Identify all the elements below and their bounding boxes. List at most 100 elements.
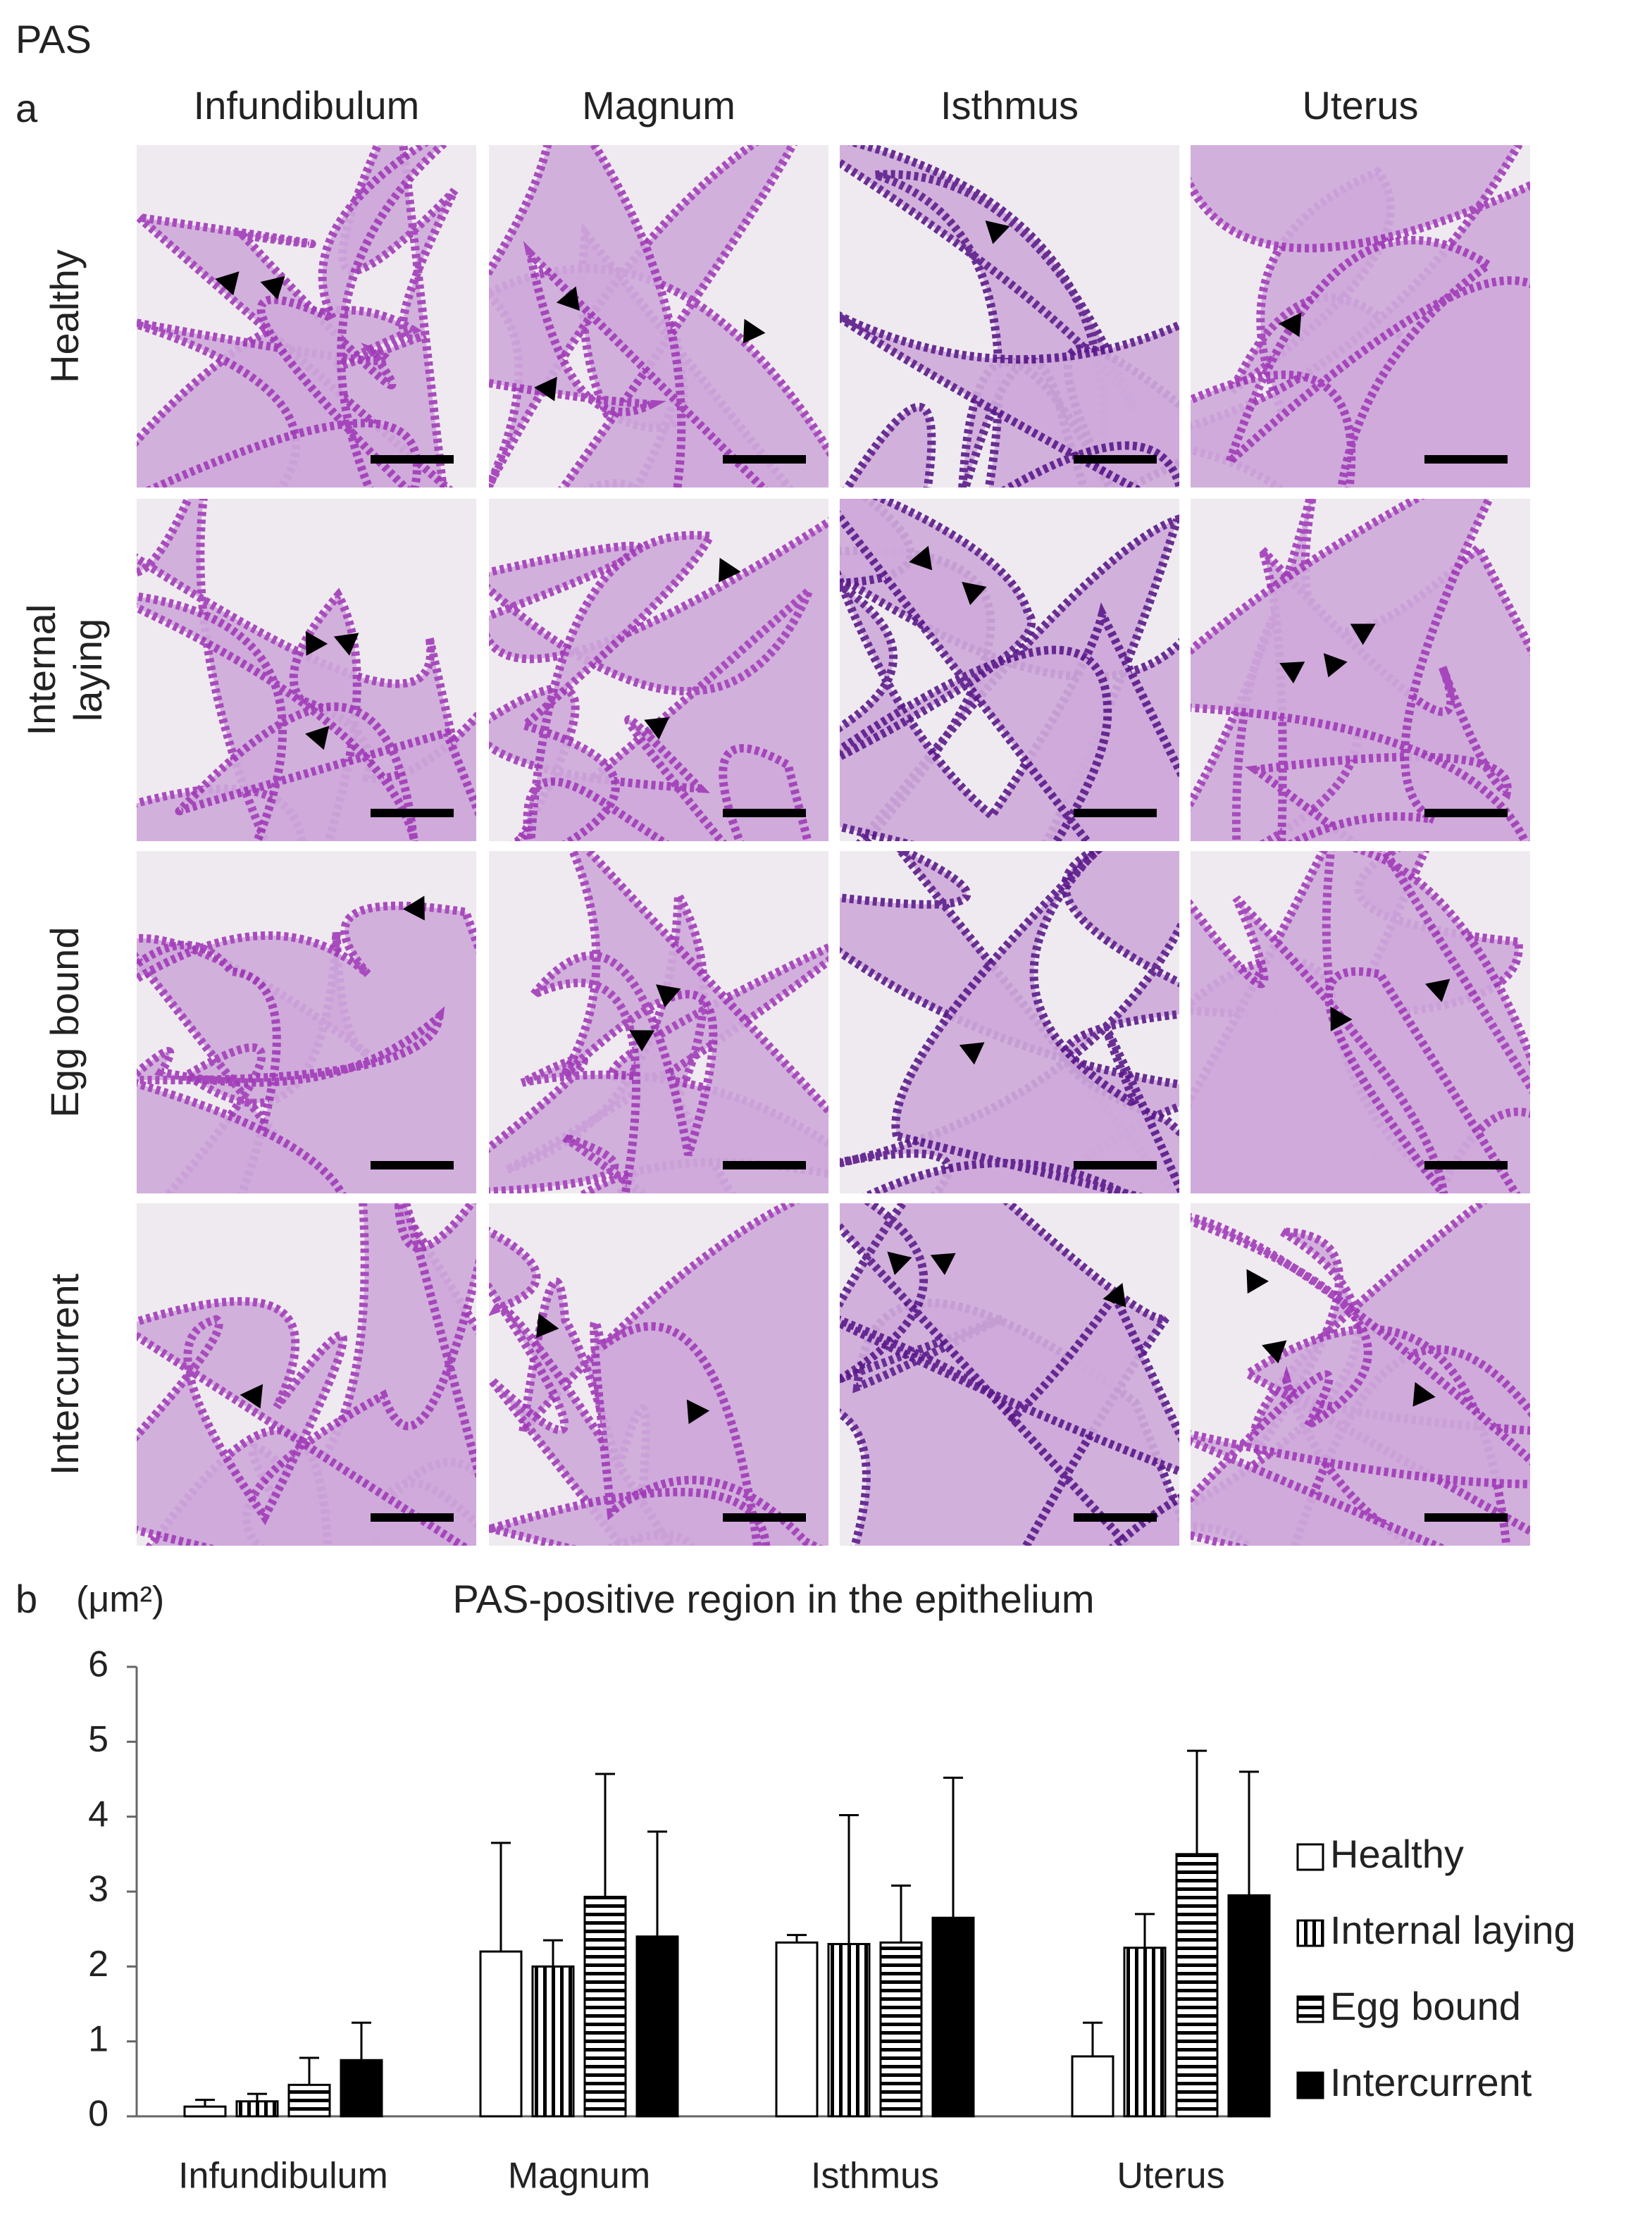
bar — [583, 1895, 627, 2118]
y-axis-label: (μm²) — [76, 1579, 164, 1620]
tissue-fold — [530, 851, 828, 1193]
scale-bar — [723, 1513, 806, 1522]
tissue-fold — [840, 1203, 1169, 1546]
micrograph — [1191, 851, 1530, 1193]
y-tick-label: 1 — [88, 2018, 108, 2059]
tissue — [489, 145, 828, 488]
scale-bar — [371, 809, 454, 817]
arrowhead — [534, 376, 557, 402]
arrowhead — [536, 1313, 559, 1339]
arrowhead — [1424, 979, 1451, 1003]
arrowhead — [930, 1253, 956, 1275]
legend-label: Healthy — [1330, 1832, 1464, 1876]
micrograph — [1191, 1203, 1530, 1546]
tissue-fold — [862, 851, 1179, 1193]
micrograph — [1191, 145, 1530, 488]
micrograph — [840, 499, 1179, 841]
y-tick-label: 6 — [88, 1644, 108, 1685]
arrowhead — [1103, 1282, 1126, 1308]
bar — [1123, 1947, 1167, 2118]
bar — [479, 1950, 523, 2118]
tissue — [840, 1203, 1179, 1546]
tissue-fold — [1191, 235, 1530, 488]
micrograph — [489, 145, 828, 488]
arrowhead — [402, 895, 425, 921]
micrograph — [137, 145, 476, 488]
scale-bar — [1424, 1513, 1508, 1522]
bar — [340, 2059, 383, 2118]
x-tick-label: Infundibulum — [178, 2156, 388, 2197]
bar — [1071, 2055, 1114, 2118]
row-label: laying — [66, 619, 110, 721]
arrowhead — [305, 631, 328, 656]
scale-bar — [723, 1161, 806, 1169]
figure-label: PAS — [15, 17, 92, 61]
column-header: Magnum — [582, 83, 735, 128]
y-tick-label: 3 — [88, 1869, 108, 1910]
bar — [287, 2083, 331, 2118]
arrowhead — [1412, 1382, 1436, 1407]
bar — [931, 1916, 975, 2118]
arrowhead — [333, 633, 359, 656]
legend-swatch — [1296, 2071, 1324, 2099]
bar — [879, 1941, 923, 2118]
tissue — [1191, 145, 1530, 488]
tissue-fold — [137, 901, 476, 1193]
tissue-fold — [489, 1318, 823, 1546]
tissue-fold — [840, 311, 1179, 488]
micrograph — [840, 1203, 1179, 1546]
micrograph — [489, 499, 828, 841]
arrowhead — [1279, 312, 1302, 337]
arrowhead — [240, 1384, 263, 1409]
scale-bar — [371, 1513, 454, 1522]
column-header: Uterus — [1303, 83, 1419, 128]
arrowhead — [260, 275, 285, 300]
scale-bar — [723, 809, 806, 817]
micrograph — [489, 1203, 828, 1546]
tissue — [137, 1203, 476, 1546]
tissue-fold — [137, 1006, 445, 1193]
tissue-fold — [1191, 499, 1530, 841]
arrowhead — [656, 984, 681, 1007]
scale-bar — [1424, 809, 1508, 817]
arrowhead — [686, 1399, 710, 1425]
x-tick-label: Magnum — [508, 2156, 650, 2197]
tissue — [489, 851, 828, 1193]
arrowhead — [743, 318, 766, 344]
chart-title: PAS-positive region in the epithelium — [452, 1577, 1094, 1621]
scale-bar — [371, 1161, 454, 1169]
arrowhead — [962, 581, 987, 605]
arrowhead — [1323, 653, 1348, 678]
tissue-fold — [1191, 895, 1521, 1193]
arrowhead — [1279, 662, 1305, 684]
micrograph — [137, 851, 476, 1193]
tissue — [137, 499, 476, 841]
row-label: Intercurrent — [42, 1273, 87, 1475]
row-label: Internal — [19, 604, 63, 736]
legend-swatch — [1296, 1919, 1324, 1947]
scale-bar — [1074, 1513, 1157, 1522]
row-label: Egg bound — [42, 927, 87, 1118]
micrograph — [1191, 499, 1530, 841]
tissue — [840, 851, 1179, 1193]
tissue — [1191, 499, 1530, 841]
arrowhead — [1350, 623, 1376, 645]
tissue-fold — [516, 530, 716, 841]
micrograph — [840, 145, 1179, 488]
bar — [235, 2100, 279, 2118]
row-label: Healthy — [42, 249, 87, 383]
arrowhead — [644, 716, 670, 740]
tissue — [840, 499, 1179, 841]
legend-label: Intercurrent — [1330, 2060, 1532, 2104]
y-tick-label: 0 — [88, 2094, 108, 2135]
scale-bar — [723, 455, 806, 464]
tissue — [137, 145, 476, 488]
scale-bar — [1074, 809, 1157, 817]
tissue-fold — [137, 592, 476, 841]
y-tick-label: 4 — [88, 1794, 108, 1835]
tissue-fold — [840, 1287, 1179, 1546]
arrowhead — [215, 271, 240, 296]
tissue-fold — [137, 1297, 470, 1546]
tissue-fold — [840, 499, 1112, 841]
tissue — [840, 145, 1179, 488]
